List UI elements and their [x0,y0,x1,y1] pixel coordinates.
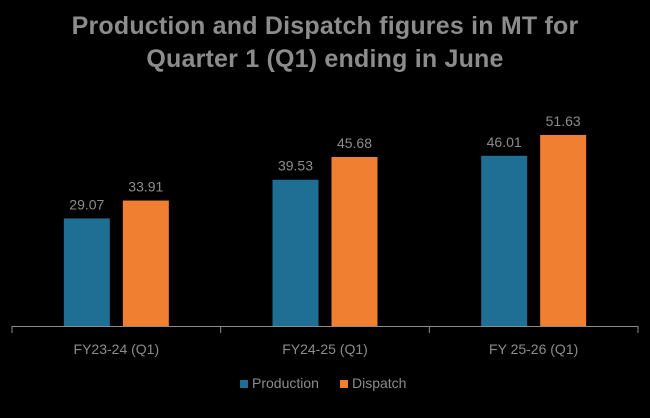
x-tick-label-0: FY23-24 (Q1) [74,341,160,357]
x-tick-label-2: FY 25-26 (Q1) [489,341,578,357]
legend-label-dispatch: Dispatch [352,375,406,391]
bar-production-0 [63,218,110,326]
x-tick-label-1: FY24-25 (Q1) [282,341,368,357]
data-label-production-1: 39.53 [278,158,313,174]
data-label-dispatch-2: 51.63 [546,113,581,129]
legend-swatch-production [240,380,248,388]
data-label-production-2: 46.01 [487,134,522,150]
chart-title-line-1: Production and Dispatch figures in MT fo… [71,12,579,40]
legend-label-production: Production [252,375,319,391]
bar-dispatch-2 [540,134,587,326]
data-label-production-0: 29.07 [69,196,104,212]
bar-dispatch-0 [122,200,169,326]
bar-production-2 [481,155,528,326]
bar-dispatch-1 [331,156,378,326]
legend-swatch-dispatch [340,380,348,388]
data-label-dispatch-1: 45.68 [337,135,372,151]
bar-production-1 [272,179,319,326]
chart-title-line-2: Quarter 1 (Q1) ending in June [146,45,504,73]
data-label-dispatch-0: 33.91 [128,179,163,195]
